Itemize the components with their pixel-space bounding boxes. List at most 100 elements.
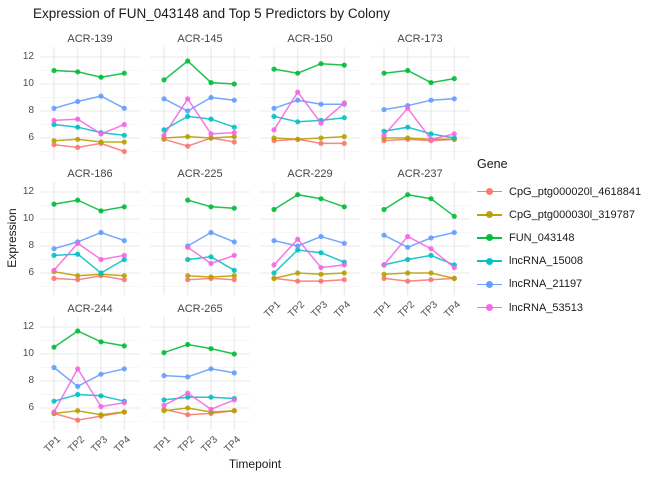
data-point-lncRNA_21197 bbox=[98, 371, 104, 377]
data-point-CpG_ptg000030l_319787 bbox=[341, 134, 347, 140]
data-point-CpG_ptg000020l_4618841 bbox=[75, 144, 81, 150]
legend-label: CpG_ptg000020l_4618841 bbox=[509, 185, 642, 198]
data-point-CpG_ptg000030l_319787 bbox=[271, 275, 277, 281]
data-point-lncRNA_53513 bbox=[98, 256, 104, 263]
series-line-lncRNA_15008 bbox=[383, 254, 455, 266]
series-line-CpG_ptg000030l_319787 bbox=[384, 137, 455, 141]
data-point-lncRNA_21197 bbox=[318, 101, 324, 107]
data-point-lncRNA_53513 bbox=[428, 136, 434, 142]
series-line-lncRNA_21197 bbox=[163, 368, 235, 378]
series-line-CpG_ptg000030l_319787 bbox=[273, 272, 345, 280]
y-tick-label: 10 bbox=[22, 212, 34, 224]
data-point-lncRNA_21197 bbox=[51, 246, 57, 252]
series-line-CpG_ptg000030l_319787 bbox=[163, 407, 235, 413]
data-point-FUN_043148 bbox=[341, 204, 347, 210]
data-point-lncRNA_21197 bbox=[295, 243, 301, 249]
series-line-lncRNA_21197 bbox=[383, 231, 455, 249]
data-point-lncRNA_53513 bbox=[381, 262, 387, 268]
data-point-lncRNA_15008 bbox=[185, 113, 191, 119]
legend-key-icon bbox=[477, 185, 502, 199]
data-point-FUN_043148 bbox=[98, 74, 104, 80]
data-point-CpG_ptg000030l_319787 bbox=[231, 408, 237, 414]
series-line-CpG_ptg000030l_319787 bbox=[53, 270, 125, 277]
series-line-lncRNA_21197 bbox=[273, 99, 345, 110]
data-point-lncRNA_15008 bbox=[75, 124, 81, 130]
data-point-lncRNA_53513 bbox=[98, 404, 104, 410]
data-point-lncRNA_53513 bbox=[208, 260, 214, 267]
data-point-lncRNA_15008 bbox=[208, 394, 214, 400]
data-point-FUN_043148 bbox=[341, 62, 347, 68]
series-line-CpG_ptg000020l_4618841 bbox=[53, 142, 125, 153]
data-point-lncRNA_15008 bbox=[405, 124, 411, 130]
facet-panel-ACR-229 bbox=[260, 182, 360, 295]
data-point-FUN_043148 bbox=[51, 344, 57, 350]
data-point-lncRNA_21197 bbox=[208, 94, 214, 101]
legend-label: lncRNA_53513 bbox=[509, 301, 583, 314]
data-point-lncRNA_53513 bbox=[341, 262, 347, 268]
data-point-lncRNA_53513 bbox=[51, 409, 57, 415]
data-point-CpG_ptg000030l_319787 bbox=[98, 139, 104, 145]
data-point-lncRNA_53513 bbox=[161, 402, 167, 408]
data-point-FUN_043148 bbox=[208, 346, 214, 352]
series-line-lncRNA_15008 bbox=[53, 393, 125, 402]
data-point-CpG_ptg000020l_4618841 bbox=[428, 277, 434, 283]
data-point-lncRNA_53513 bbox=[208, 131, 214, 137]
series-line-FUN_043148 bbox=[53, 199, 125, 212]
data-point-lncRNA_15008 bbox=[121, 256, 127, 263]
data-point-lncRNA_21197 bbox=[98, 93, 104, 99]
facet-panel-ACR-145 bbox=[150, 47, 250, 160]
data-point-CpG_ptg000030l_319787 bbox=[121, 139, 127, 145]
series-line-CpG_ptg000030l_319787 bbox=[273, 135, 345, 141]
data-point-lncRNA_15008 bbox=[295, 119, 301, 125]
data-point-lncRNA_21197 bbox=[121, 366, 127, 372]
data-point-lncRNA_53513 bbox=[121, 252, 127, 258]
data-point-FUN_043148 bbox=[428, 80, 434, 86]
y-tick-label: 12 bbox=[22, 50, 34, 62]
data-point-FUN_043148 bbox=[231, 351, 237, 357]
data-point-FUN_043148 bbox=[75, 197, 81, 203]
data-point-lncRNA_21197 bbox=[271, 105, 277, 111]
data-point-CpG_ptg000020l_4618841 bbox=[185, 412, 191, 418]
series-line-lncRNA_21197 bbox=[53, 95, 125, 110]
facet-strip-label-ACR-265: ACR-265 bbox=[177, 303, 223, 315]
data-point-lncRNA_53513 bbox=[271, 262, 277, 268]
x-tick-label: TP1 bbox=[372, 299, 394, 321]
data-point-lncRNA_15008 bbox=[428, 131, 434, 137]
series-line-lncRNA_53513 bbox=[383, 107, 455, 141]
data-point-FUN_043148 bbox=[121, 70, 127, 76]
data-point-FUN_043148 bbox=[231, 205, 237, 211]
data-point-lncRNA_15008 bbox=[271, 270, 277, 276]
series-line-FUN_043148 bbox=[383, 69, 455, 84]
data-point-lncRNA_53513 bbox=[318, 120, 324, 126]
y-tick-label: 8 bbox=[28, 104, 34, 116]
data-point-lncRNA_15008 bbox=[341, 115, 347, 121]
y-tick-label: 6 bbox=[28, 131, 34, 143]
series-line-lncRNA_53513 bbox=[53, 118, 125, 135]
legend-title: Gene bbox=[477, 157, 508, 171]
data-point-lncRNA_15008 bbox=[405, 256, 411, 263]
legend-label: FUN_043148 bbox=[509, 231, 575, 244]
data-point-lncRNA_21197 bbox=[75, 383, 81, 389]
data-point-lncRNA_15008 bbox=[271, 113, 277, 119]
data-point-CpG_ptg000020l_4618841 bbox=[75, 417, 81, 423]
facet-strip-label-ACR-186: ACR-186 bbox=[67, 168, 113, 180]
facet-panel-ACR-225 bbox=[150, 182, 250, 295]
data-point-lncRNA_21197 bbox=[318, 233, 324, 240]
data-point-CpG_ptg000020l_4618841 bbox=[185, 143, 191, 149]
series-line-lncRNA_21197 bbox=[163, 96, 235, 112]
data-point-CpG_ptg000030l_319787 bbox=[295, 136, 301, 142]
data-point-lncRNA_53513 bbox=[185, 244, 191, 250]
series-line-CpG_ptg000030l_319787 bbox=[163, 135, 235, 139]
data-point-CpG_ptg000020l_4618841 bbox=[405, 278, 411, 284]
data-point-CpG_ptg000030l_319787 bbox=[405, 135, 411, 141]
data-point-CpG_ptg000020l_4618841 bbox=[51, 142, 57, 148]
data-point-FUN_043148 bbox=[98, 339, 104, 345]
data-point-lncRNA_15008 bbox=[121, 132, 127, 138]
legend-item-CpG_ptg000020l_4618841: CpG_ptg000020l_4618841 bbox=[477, 180, 641, 203]
data-point-FUN_043148 bbox=[98, 208, 104, 214]
data-point-lncRNA_15008 bbox=[428, 252, 434, 258]
data-point-CpG_ptg000020l_4618841 bbox=[231, 139, 237, 145]
data-point-FUN_043148 bbox=[51, 201, 57, 207]
data-point-lncRNA_53513 bbox=[295, 236, 301, 242]
series-line-lncRNA_15008 bbox=[273, 115, 345, 123]
